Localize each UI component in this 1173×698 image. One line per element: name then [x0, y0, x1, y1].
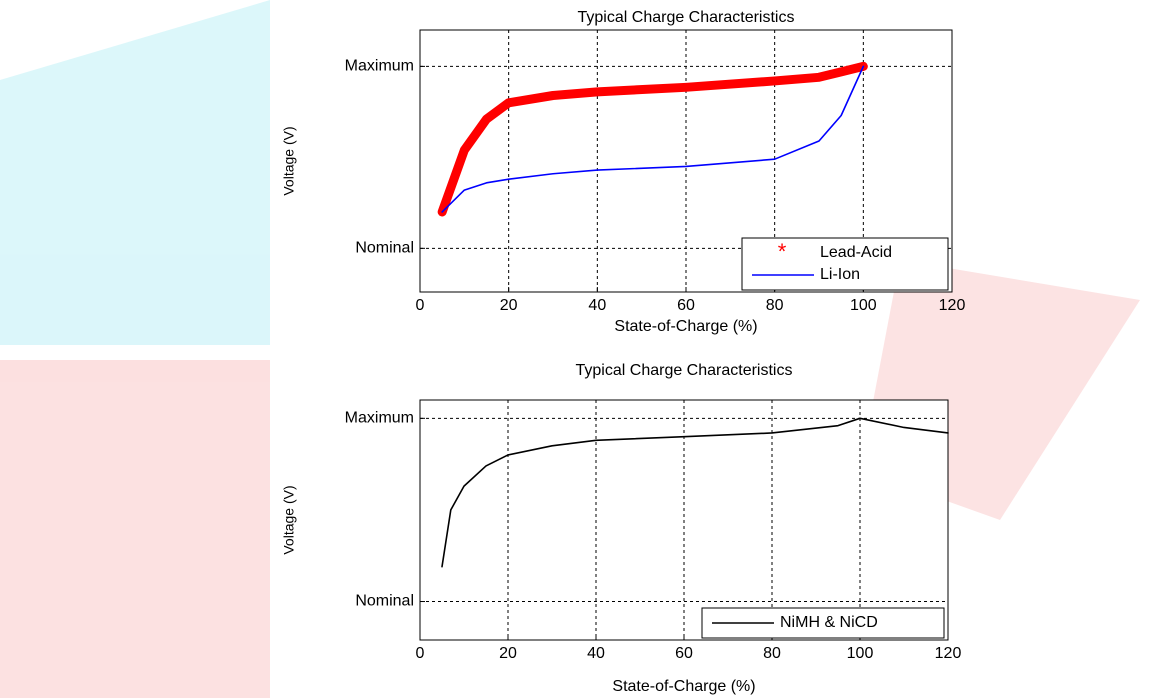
x-tick-label: 60 — [675, 645, 693, 662]
x-tick-label: 120 — [939, 297, 966, 314]
legend-label: Lead-Acid — [820, 244, 892, 261]
x-tick-label: 80 — [763, 645, 781, 662]
legend: * Lead-Acid Li-Ion — [741, 237, 949, 291]
legend-label: NiMH & NiCD — [780, 614, 878, 631]
x-tick-label: 100 — [847, 645, 874, 662]
x-axis-label: State-of-Charge (%) — [612, 678, 755, 695]
x-tick-label: 40 — [587, 645, 605, 662]
y-tick-label: Maximum — [345, 410, 414, 427]
chart-title: Typical Charge Characteristics — [578, 9, 795, 26]
x-tick-label: 40 — [588, 297, 606, 314]
x-tick-label: 0 — [416, 297, 425, 314]
x-tick-label: 60 — [677, 297, 695, 314]
x-axis-label: State-of-Charge (%) — [614, 318, 757, 335]
x-tick-label: 80 — [766, 297, 784, 314]
x-tick-label: 100 — [850, 297, 877, 314]
plot-frame — [419, 399, 949, 641]
legend-label: Li-Ion — [820, 266, 860, 283]
x-tick-label: 120 — [935, 645, 962, 662]
x-tick-label: 20 — [500, 297, 518, 314]
legend: NiMH & NiCD — [701, 607, 945, 639]
x-tick-label: 0 — [416, 645, 425, 662]
y-tick-label: Nominal — [355, 593, 414, 610]
y-tick-label: Maximum — [345, 58, 414, 75]
chart-title: Typical Charge Characteristics — [576, 362, 793, 379]
y-tick-label: Nominal — [355, 240, 414, 257]
series-line — [441, 417, 949, 568]
y-axis-label: Voltage (V) — [281, 126, 297, 195]
plot-frame — [419, 29, 953, 293]
y-axis-label: Voltage (V) — [281, 485, 297, 554]
legend-marker: * — [778, 239, 787, 264]
x-tick-label: 20 — [499, 645, 517, 662]
series-line — [441, 65, 865, 213]
series-line — [437, 61, 868, 217]
legend-box — [701, 607, 945, 639]
legend-box — [741, 237, 949, 291]
